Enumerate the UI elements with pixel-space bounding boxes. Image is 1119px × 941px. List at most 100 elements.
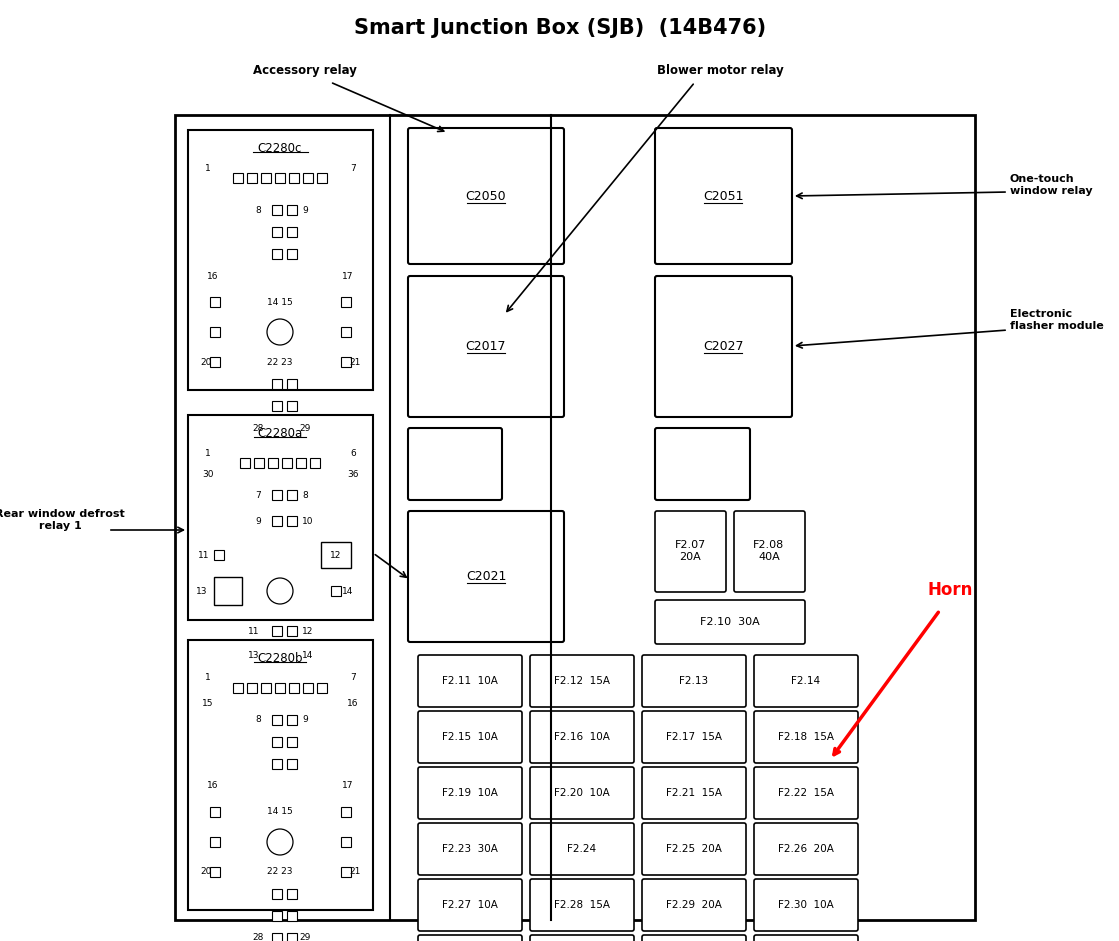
Text: F2.24: F2.24 [567,844,596,854]
FancyBboxPatch shape [282,458,292,468]
Text: F2.12  15A: F2.12 15A [554,676,610,686]
FancyBboxPatch shape [188,415,373,620]
Text: 28: 28 [252,423,264,433]
FancyBboxPatch shape [408,276,564,417]
FancyBboxPatch shape [642,711,746,763]
Text: Electronic
flasher module: Electronic flasher module [1010,310,1103,331]
Text: 7: 7 [255,490,261,500]
FancyBboxPatch shape [289,451,299,461]
FancyBboxPatch shape [210,357,220,367]
Text: 14: 14 [342,586,354,596]
Text: F2.23  30A: F2.23 30A [442,844,498,854]
Text: 16: 16 [347,698,359,708]
FancyBboxPatch shape [272,759,282,769]
Text: 10: 10 [302,517,313,525]
Text: 11: 11 [248,627,260,635]
Text: 13: 13 [196,586,208,596]
Text: 29: 29 [299,423,311,433]
Text: C2051: C2051 [703,189,743,202]
Text: F2.16  10A: F2.16 10A [554,732,610,742]
FancyBboxPatch shape [261,683,271,693]
Text: F2.18  15A: F2.18 15A [778,732,834,742]
FancyBboxPatch shape [419,655,521,707]
FancyBboxPatch shape [530,767,634,819]
Text: 21: 21 [349,868,360,876]
FancyBboxPatch shape [655,276,792,417]
Text: 28: 28 [252,933,264,941]
Text: F2.26  20A: F2.26 20A [778,844,834,854]
FancyBboxPatch shape [272,516,282,526]
Text: 17: 17 [342,781,354,790]
FancyBboxPatch shape [642,655,746,707]
FancyBboxPatch shape [272,379,282,389]
FancyBboxPatch shape [530,655,634,707]
FancyBboxPatch shape [419,879,521,931]
FancyBboxPatch shape [655,600,805,644]
FancyBboxPatch shape [297,458,305,468]
FancyBboxPatch shape [286,379,297,389]
FancyBboxPatch shape [239,680,250,690]
FancyBboxPatch shape [754,879,858,931]
Text: 1: 1 [205,164,210,172]
FancyBboxPatch shape [210,867,220,877]
Text: 14 15: 14 15 [267,297,293,307]
Text: 14 15: 14 15 [267,807,293,817]
FancyBboxPatch shape [655,511,726,592]
Text: 12: 12 [330,550,341,560]
FancyBboxPatch shape [331,586,341,596]
FancyBboxPatch shape [286,227,297,237]
FancyBboxPatch shape [655,128,792,264]
Text: C2027: C2027 [703,340,743,353]
Text: 17: 17 [342,272,354,280]
Text: Rear window defrost
relay 1: Rear window defrost relay 1 [0,509,125,531]
Text: F2.27  10A: F2.27 10A [442,900,498,910]
FancyBboxPatch shape [275,173,285,183]
FancyBboxPatch shape [188,640,373,910]
Text: F2.14: F2.14 [791,676,820,686]
Text: 1: 1 [205,674,210,682]
FancyBboxPatch shape [530,935,634,941]
FancyBboxPatch shape [754,823,858,875]
FancyBboxPatch shape [247,173,257,183]
Text: Horn: Horn [928,581,972,599]
FancyBboxPatch shape [310,680,320,690]
FancyBboxPatch shape [261,173,271,183]
FancyBboxPatch shape [286,889,297,899]
Text: 11: 11 [198,550,209,560]
Text: C2050: C2050 [466,189,506,202]
Text: F2.15  10A: F2.15 10A [442,732,498,742]
FancyBboxPatch shape [642,767,746,819]
Text: F2.07
20A: F2.07 20A [675,540,706,562]
FancyBboxPatch shape [419,711,521,763]
Text: 6: 6 [350,449,356,457]
Text: F2.29  20A: F2.29 20A [666,900,722,910]
FancyBboxPatch shape [286,737,297,747]
FancyBboxPatch shape [272,715,282,725]
FancyBboxPatch shape [233,683,243,693]
Text: F2.13: F2.13 [679,676,708,686]
Text: C2280a: C2280a [257,426,302,439]
FancyBboxPatch shape [754,655,858,707]
FancyBboxPatch shape [317,683,327,693]
Text: 8: 8 [255,205,261,215]
Text: Blower motor relay: Blower motor relay [657,63,783,76]
FancyBboxPatch shape [233,451,243,461]
FancyBboxPatch shape [261,451,271,461]
FancyBboxPatch shape [247,451,257,461]
FancyBboxPatch shape [210,837,220,847]
FancyBboxPatch shape [254,680,264,690]
FancyBboxPatch shape [272,626,282,636]
FancyBboxPatch shape [239,458,250,468]
Text: 7: 7 [350,674,356,682]
FancyBboxPatch shape [289,683,299,693]
FancyBboxPatch shape [267,458,278,468]
Text: F2.08
40A: F2.08 40A [753,540,784,562]
FancyBboxPatch shape [321,542,351,568]
FancyBboxPatch shape [408,428,502,500]
FancyBboxPatch shape [303,451,313,461]
FancyBboxPatch shape [341,837,351,847]
FancyBboxPatch shape [310,458,320,468]
FancyBboxPatch shape [188,130,373,390]
Text: 20: 20 [200,358,211,366]
FancyBboxPatch shape [214,550,224,560]
